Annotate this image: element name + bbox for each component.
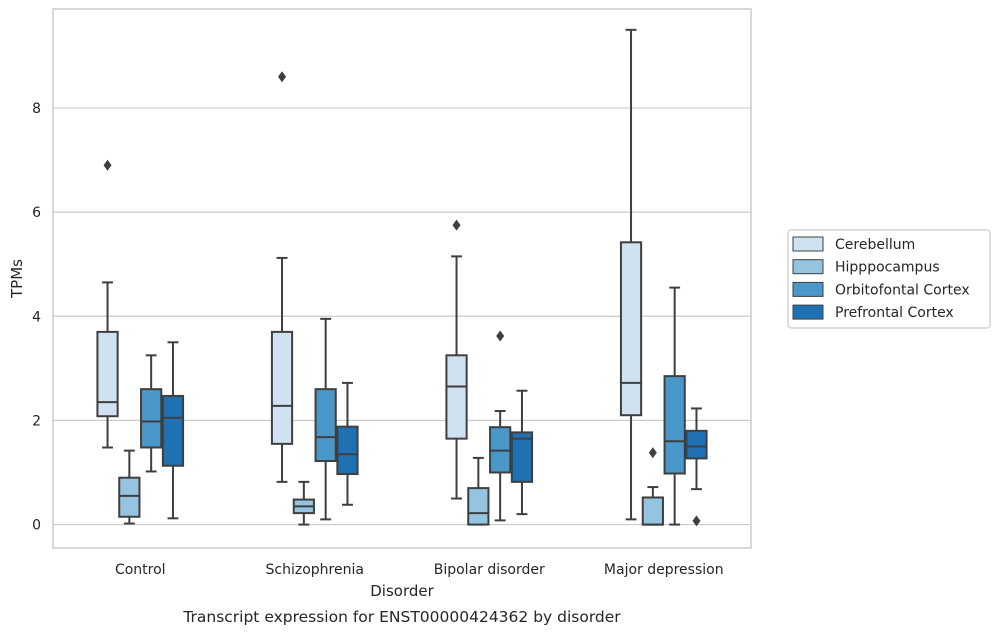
y-tick-label: 4 — [32, 309, 41, 325]
box-0-0 — [96, 159, 119, 449]
legend-box — [787, 229, 991, 329]
box-2-1 — [467, 456, 490, 526]
legend-swatch — [792, 236, 824, 252]
box-1-0 — [270, 71, 294, 483]
box-3-3 — [685, 407, 708, 527]
legend-swatch — [792, 304, 824, 320]
box-body — [140, 388, 163, 449]
box-2-0 — [445, 219, 468, 500]
box-3-0 — [619, 28, 643, 521]
legend-label: Prefrontal Cortex — [835, 305, 954, 321]
x-tick-label: Bipolar disorder — [434, 562, 545, 578]
legend-label: Orbitofontal Cortex — [835, 282, 970, 298]
outlier-point — [452, 219, 461, 231]
box-0-3 — [161, 341, 185, 520]
outlier-point — [278, 71, 287, 83]
y-tick-label: 6 — [32, 205, 41, 221]
box-1-3 — [336, 381, 359, 506]
box-2-3 — [510, 389, 534, 516]
box-body — [270, 330, 294, 445]
box-2-2 — [489, 330, 512, 522]
box-body — [619, 241, 643, 417]
outlier-point — [648, 447, 657, 459]
x-tick-label: Major depression — [604, 562, 724, 578]
box-body — [96, 330, 119, 418]
box-3-1 — [641, 447, 664, 526]
chart-caption: Transcript expression for ENST0000042436… — [182, 608, 621, 626]
box-body — [510, 431, 534, 483]
plot-frame — [52, 8, 752, 549]
outlier-point — [496, 330, 505, 342]
y-tick-label: 2 — [32, 413, 41, 429]
outlier-point — [103, 159, 112, 171]
box-body — [336, 425, 359, 476]
box-0-2 — [140, 354, 163, 473]
box-body — [663, 375, 686, 475]
box-3-2 — [663, 286, 686, 526]
legend-label: Hipppocampus — [835, 260, 940, 276]
box-body — [685, 429, 708, 460]
y-tick-label: 8 — [32, 101, 41, 117]
box-body — [314, 388, 337, 463]
x-tick-label: Control — [115, 562, 166, 578]
outlier-point — [692, 515, 701, 527]
legend-swatch — [792, 259, 824, 275]
box-body — [641, 496, 664, 526]
y-axis-label: TPMs — [8, 259, 26, 299]
box-body — [118, 476, 141, 518]
legend-swatch — [792, 281, 824, 297]
box-body — [161, 394, 185, 467]
box-body — [467, 487, 490, 526]
x-tick-label: Schizophrenia — [266, 562, 364, 578]
y-tick-label: 0 — [32, 518, 41, 534]
legend-label: Cerebellum — [835, 237, 915, 253]
box-body — [445, 354, 468, 440]
x-axis-label: Disorder — [370, 582, 434, 600]
box-0-1 — [118, 449, 141, 525]
box-1-1 — [292, 480, 315, 526]
box-1-2 — [314, 317, 337, 521]
